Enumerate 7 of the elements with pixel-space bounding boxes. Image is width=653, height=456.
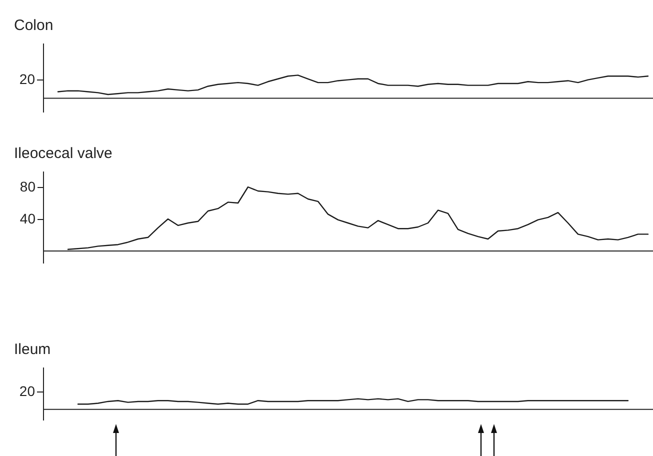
chart-title: Ileum — [14, 341, 51, 358]
y-tick-label: 80 — [20, 178, 36, 194]
y-tick-label: 40 — [20, 210, 36, 226]
text: 20 — [19, 383, 36, 399]
text: 20 — [19, 71, 36, 87]
chart-title: Ileocecal valve — [14, 145, 112, 162]
chart-title: Colon — [14, 17, 54, 34]
